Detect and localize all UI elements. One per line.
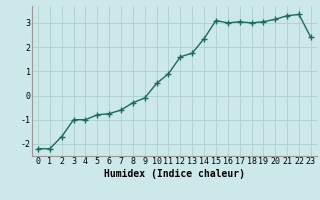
X-axis label: Humidex (Indice chaleur): Humidex (Indice chaleur) xyxy=(104,169,245,179)
